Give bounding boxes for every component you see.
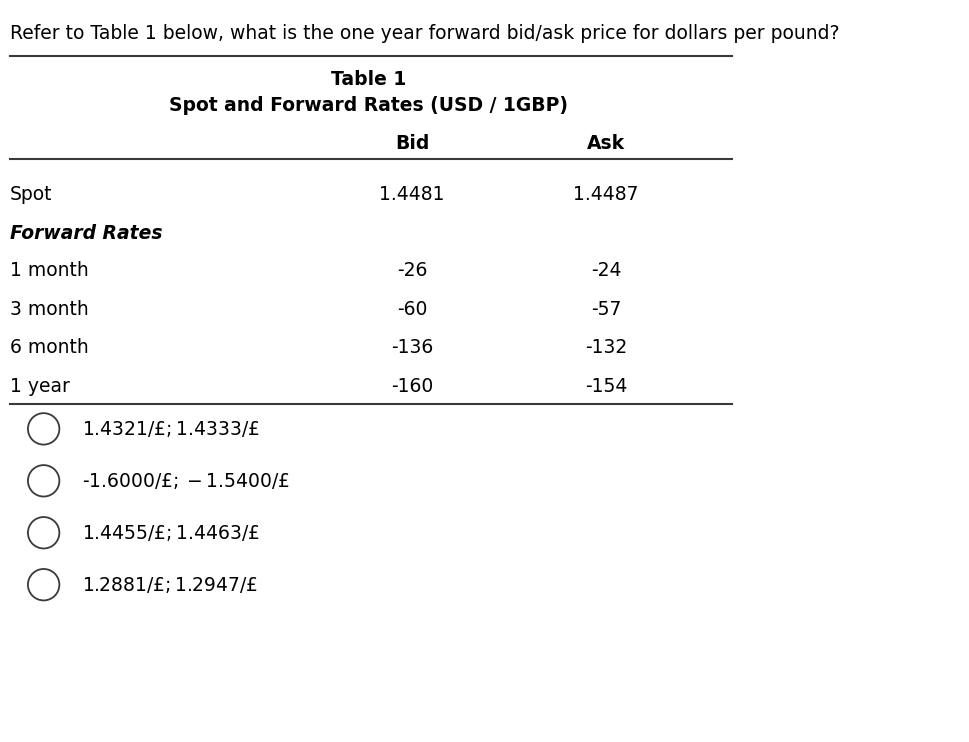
Text: -57: -57: [590, 300, 621, 319]
Text: Refer to Table 1 below, what is the one year forward bid/ask price for dollars p: Refer to Table 1 below, what is the one …: [10, 24, 838, 43]
Text: 1.4481: 1.4481: [379, 186, 445, 205]
Text: 1 year: 1 year: [10, 377, 70, 396]
Text: Forward Rates: Forward Rates: [10, 224, 162, 243]
Text: -154: -154: [584, 377, 627, 396]
Text: 3 month: 3 month: [10, 300, 88, 319]
Text: -$1.6000/£ ; -$1.5400/£: -$1.6000/£ ; -$1.5400/£: [82, 471, 290, 490]
Text: 1 month: 1 month: [10, 261, 88, 280]
Text: $1.4455/£ ; $1.4463/£: $1.4455/£ ; $1.4463/£: [82, 523, 261, 542]
Text: -160: -160: [391, 377, 433, 396]
Text: $1.2881/£ ; $1.2947/£: $1.2881/£ ; $1.2947/£: [82, 575, 258, 594]
Text: -132: -132: [584, 338, 627, 358]
Text: $1.4321/£ ; $1.4333/£: $1.4321/£ ; $1.4333/£: [82, 419, 261, 439]
Text: Spot and Forward Rates (USD / 1GBP): Spot and Forward Rates (USD / 1GBP): [169, 96, 568, 116]
Text: Bid: Bid: [394, 134, 429, 153]
Text: Table 1: Table 1: [330, 70, 406, 90]
Text: -26: -26: [396, 261, 427, 280]
Text: Ask: Ask: [586, 134, 625, 153]
Text: 6 month: 6 month: [10, 338, 88, 358]
Text: -60: -60: [396, 300, 427, 319]
Text: 1.4487: 1.4487: [573, 186, 639, 205]
Text: -136: -136: [391, 338, 433, 358]
Text: -24: -24: [590, 261, 621, 280]
Text: Spot: Spot: [10, 186, 52, 205]
